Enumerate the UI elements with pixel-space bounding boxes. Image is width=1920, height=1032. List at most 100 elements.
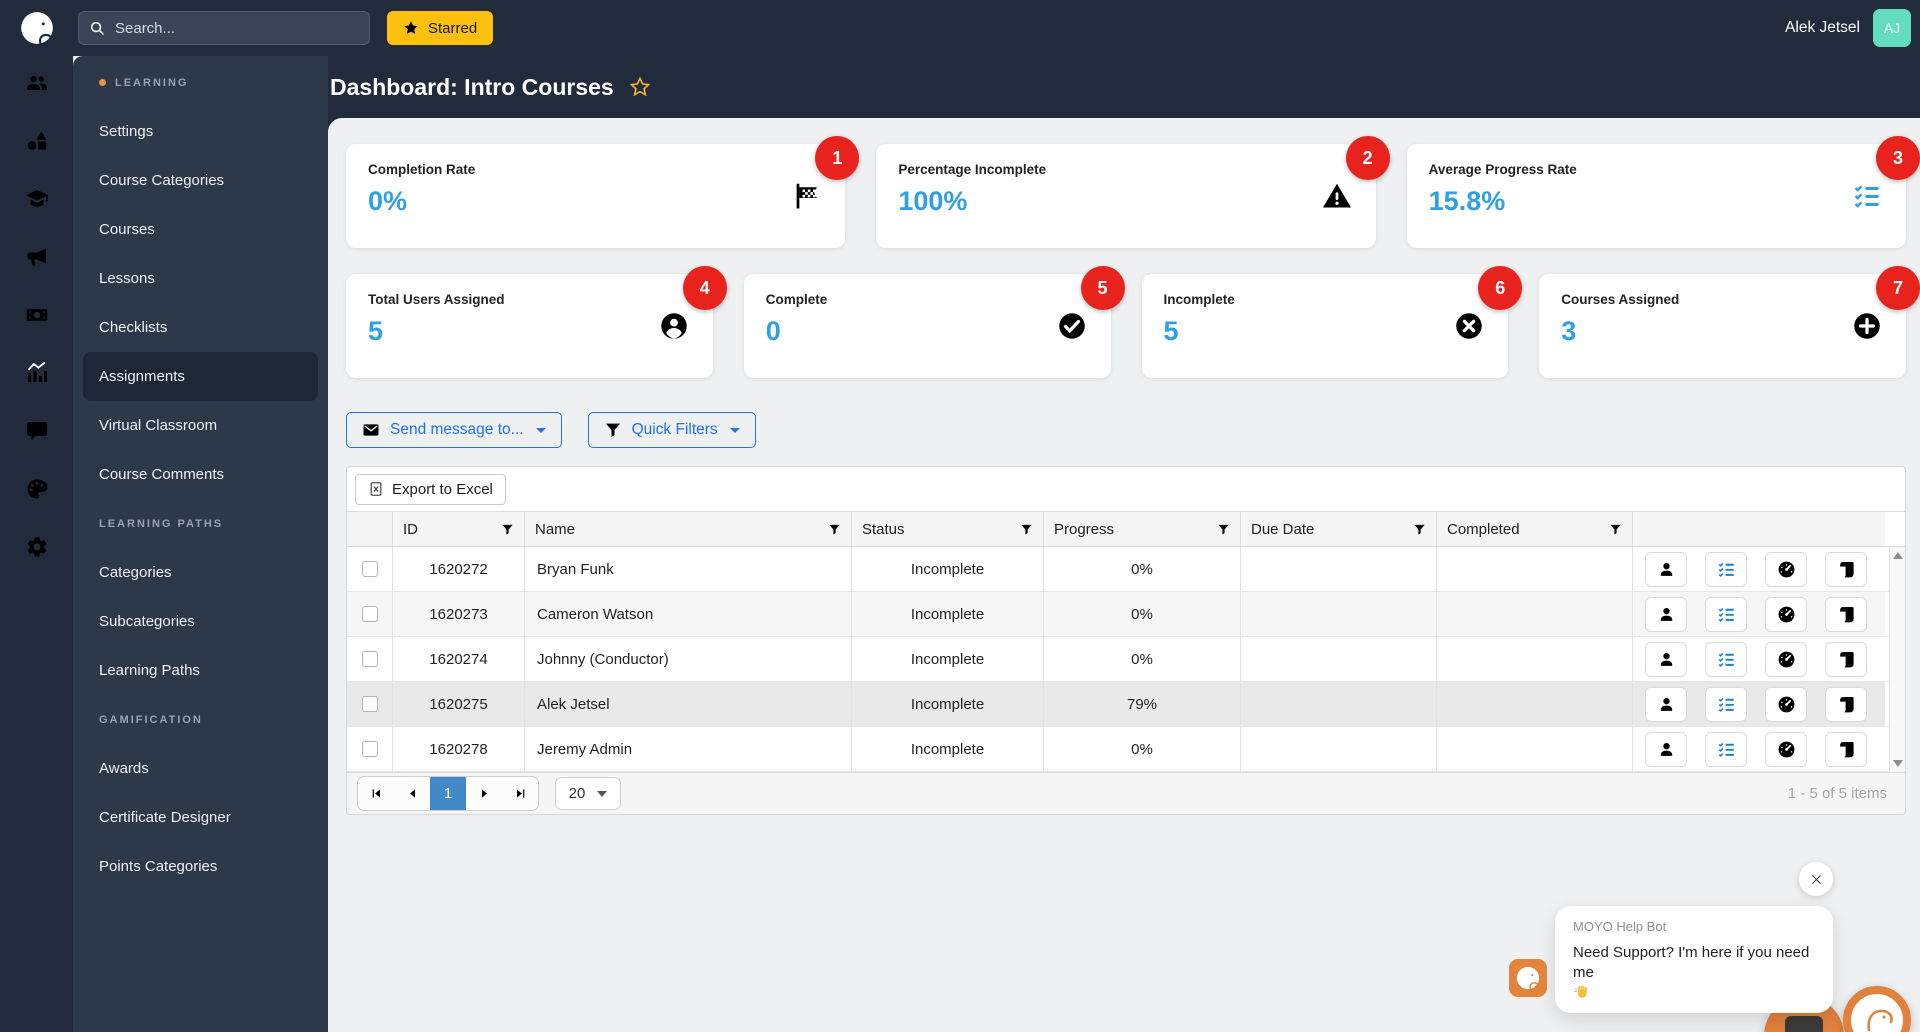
progress-dashboard-button[interactable] xyxy=(1765,551,1807,587)
user-profile-button[interactable] xyxy=(1645,551,1687,587)
checklist-icon xyxy=(1717,650,1736,669)
sidebar-item-learning-paths[interactable]: Learning Paths xyxy=(99,662,200,679)
megaphone-icon[interactable] xyxy=(25,245,49,269)
certificate-button[interactable] xyxy=(1825,596,1867,632)
scrollbar-corner xyxy=(1885,512,1905,546)
progress-dashboard-button[interactable] xyxy=(1765,641,1807,677)
progress-dashboard-button[interactable] xyxy=(1765,686,1807,722)
checklist-button[interactable] xyxy=(1705,641,1747,677)
row-checkbox[interactable] xyxy=(361,561,378,577)
table-scrollbar[interactable] xyxy=(1889,547,1905,772)
column-header-status[interactable]: Status xyxy=(852,512,1044,546)
stat-value: 3 xyxy=(1561,316,1577,346)
main-area: Dashboard: Intro Courses 1 Completion Ra… xyxy=(328,56,1920,1032)
previous-page-button[interactable] xyxy=(394,777,430,810)
sidebar-item-awards[interactable]: Awards xyxy=(99,760,149,777)
column-header-name[interactable]: Name xyxy=(525,512,852,546)
chat-window-icon xyxy=(1785,1016,1823,1032)
sidebar-item-assignments[interactable]: Assignments xyxy=(83,352,318,401)
certificate-button[interactable] xyxy=(1825,731,1867,767)
checklist-button[interactable] xyxy=(1705,551,1747,587)
certificate-button[interactable] xyxy=(1825,551,1867,587)
checklist-button[interactable] xyxy=(1705,731,1747,767)
sidebar-item-settings[interactable]: Settings xyxy=(99,123,154,140)
sidebar-item-points-categories[interactable]: Points Categories xyxy=(99,858,218,875)
row-checkbox[interactable] xyxy=(361,696,378,712)
scroll-icon xyxy=(1837,650,1856,669)
gauge-icon xyxy=(1777,605,1796,624)
page-size-select[interactable]: 20 xyxy=(555,777,621,810)
sidebar-item-virtual-classroom[interactable]: Virtual Classroom xyxy=(99,417,218,434)
palette-icon[interactable] xyxy=(25,477,49,501)
quick-filters-button[interactable]: Quick Filters xyxy=(587,412,756,448)
sidebar-item-categories[interactable]: Categories xyxy=(99,564,172,581)
chevron-down-icon xyxy=(535,427,546,433)
sidebar-item-lessons[interactable]: Lessons xyxy=(99,270,155,287)
filter-icon-name[interactable] xyxy=(828,523,841,536)
column-header-due-date[interactable]: Due Date xyxy=(1241,512,1437,546)
starred-label: Starred xyxy=(428,19,478,37)
envelope-icon xyxy=(362,421,380,439)
app-logo[interactable] xyxy=(0,8,73,48)
certificate-button[interactable] xyxy=(1825,686,1867,722)
favorite-star-icon[interactable] xyxy=(629,76,651,98)
global-search[interactable] xyxy=(78,11,370,45)
cell-due-date xyxy=(1241,592,1437,636)
sidebar-item-subcategories[interactable]: Subcategories xyxy=(99,613,195,630)
analytics-icon[interactable] xyxy=(25,361,49,385)
gear-icon[interactable] xyxy=(25,535,49,559)
plus-circle-icon xyxy=(1852,311,1882,341)
column-header-id[interactable]: ID xyxy=(393,512,525,546)
filter-icon-due-date[interactable] xyxy=(1413,523,1426,536)
users-icon[interactable] xyxy=(25,71,49,95)
last-page-button[interactable] xyxy=(502,777,538,810)
sidebar-item-checklists[interactable]: Checklists xyxy=(99,319,168,336)
row-checkbox[interactable] xyxy=(361,741,378,757)
progress-dashboard-button[interactable] xyxy=(1765,596,1807,632)
actions-row: Send message to... Quick Filters xyxy=(328,412,1920,448)
stat-value: 15.8% xyxy=(1428,186,1506,216)
filter-icon-progress[interactable] xyxy=(1217,523,1230,536)
sidebar-item-certificate-designer[interactable]: Certificate Designer xyxy=(99,809,231,826)
top-bar: Starred Alek Jetsel AJ xyxy=(0,0,1920,56)
row-checkbox[interactable] xyxy=(361,651,378,667)
grid-header: ID Name Status Progress Due Date Complet… xyxy=(347,511,1905,547)
certificate-button[interactable] xyxy=(1825,641,1867,677)
cell-id: 1620275 xyxy=(393,682,525,726)
cell-name: Johnny (Conductor) xyxy=(525,637,852,681)
page-button-1[interactable]: 1 xyxy=(430,777,466,810)
user-profile-button[interactable] xyxy=(1645,641,1687,677)
sidebar-item-course-comments[interactable]: Course Comments xyxy=(99,466,225,483)
scroll-down-icon[interactable] xyxy=(1892,760,1903,767)
starred-button[interactable]: Starred xyxy=(387,11,494,45)
chatbot-close-button[interactable] xyxy=(1799,862,1833,896)
row-checkbox[interactable] xyxy=(361,606,378,622)
progress-dashboard-button[interactable] xyxy=(1765,731,1807,767)
checklist-icon xyxy=(1717,695,1736,714)
avatar[interactable]: AJ xyxy=(1873,9,1911,47)
user-profile-button[interactable] xyxy=(1645,731,1687,767)
next-page-button[interactable] xyxy=(466,777,502,810)
checklist-button[interactable] xyxy=(1705,686,1747,722)
user-profile-button[interactable] xyxy=(1645,686,1687,722)
user-profile-button[interactable] xyxy=(1645,596,1687,632)
scroll-up-icon[interactable] xyxy=(1892,552,1903,559)
chatbot-popup[interactable]: MOYO Help Bot Need Support? I'm here if … xyxy=(1555,906,1833,1013)
column-header-progress[interactable]: Progress xyxy=(1044,512,1241,546)
checklist-button[interactable] xyxy=(1705,596,1747,632)
filter-icon-completed[interactable] xyxy=(1609,523,1622,536)
sidebar-item-courses[interactable]: Courses xyxy=(99,221,155,238)
filter-icon-status[interactable] xyxy=(1020,523,1033,536)
search-input[interactable] xyxy=(115,19,359,37)
graduation-cap-icon[interactable] xyxy=(25,187,49,211)
export-to-excel-button[interactable]: Export to Excel xyxy=(355,473,506,505)
money-icon[interactable] xyxy=(25,303,49,327)
sidebar-item-course-categories[interactable]: Course Categories xyxy=(99,172,225,189)
send-message-button[interactable]: Send message to... xyxy=(346,412,562,448)
filter-icon-id[interactable] xyxy=(501,523,514,536)
help-bot-button[interactable] xyxy=(1843,986,1911,1032)
first-page-button[interactable] xyxy=(358,777,394,810)
chat-icon[interactable] xyxy=(25,419,49,443)
column-header-completed[interactable]: Completed xyxy=(1437,512,1633,546)
shapes-icon[interactable] xyxy=(25,129,49,153)
